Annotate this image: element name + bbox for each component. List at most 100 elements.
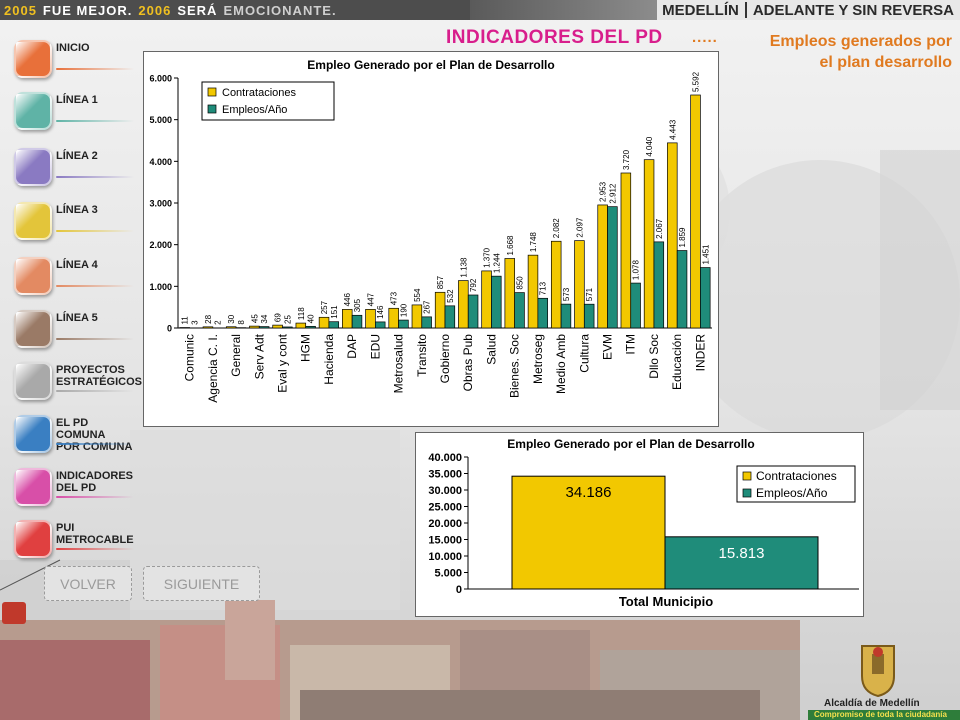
bar-empleos bbox=[351, 314, 363, 329]
data-label-contrataciones: 1.748 bbox=[529, 232, 538, 253]
menu-item-6[interactable]: PROYECTOS ESTRATÉGICOS bbox=[12, 360, 142, 404]
menu-button-icon[interactable] bbox=[14, 40, 52, 78]
category-label: Gobierno bbox=[438, 334, 452, 384]
data-label-empleos: 25 bbox=[283, 315, 292, 324]
menu-item-underline bbox=[56, 230, 134, 232]
y-tick-label: 2.000 bbox=[149, 240, 172, 250]
data-label-empleos: 571 bbox=[585, 287, 594, 301]
menu-item-label-line-1: LÍNEA 5 bbox=[56, 312, 98, 324]
data-label-contrataciones: 554 bbox=[413, 288, 422, 302]
bar-empleos bbox=[664, 536, 819, 590]
menu-item-5[interactable]: LÍNEA 5 bbox=[12, 308, 140, 352]
banner-city: MEDELLÍN bbox=[662, 1, 739, 19]
legend-label-empleos: Empleos/Año bbox=[756, 486, 828, 500]
legend-label-contrataciones: Contrataciones bbox=[756, 469, 837, 483]
menu-button-icon[interactable] bbox=[14, 202, 52, 240]
menu-item-label: LÍNEA 1 bbox=[56, 94, 98, 106]
bar-contrataciones bbox=[434, 291, 446, 329]
menu-item-label-line-1: LÍNEA 4 bbox=[56, 259, 98, 271]
bar-contrataciones bbox=[597, 204, 608, 329]
banner-text-mejor: FUE MEJOR. bbox=[42, 2, 133, 18]
banner-city-slogan: MEDELLÍN ADELANTE Y SIN REVERSA bbox=[657, 0, 960, 20]
menu-item-underline bbox=[56, 496, 134, 498]
menu-button-icon[interactable] bbox=[14, 362, 52, 400]
y-tick-label: 1.000 bbox=[149, 282, 172, 292]
menu-item-9[interactable]: PUI METROCABLE bbox=[12, 518, 140, 562]
data-label-contrataciones: 4.040 bbox=[645, 136, 654, 157]
data-label-contrataciones: 1.370 bbox=[483, 247, 492, 268]
data-label-contrataciones: 34.186 bbox=[566, 484, 612, 501]
menu-button-icon[interactable] bbox=[14, 415, 52, 453]
category-label: INDER bbox=[693, 334, 707, 372]
data-label-empleos: 34 bbox=[260, 314, 269, 323]
bar-empleos bbox=[282, 326, 293, 329]
bar-contrataciones bbox=[574, 240, 585, 329]
category-label: Comunic bbox=[183, 334, 197, 381]
data-label-contrataciones: 257 bbox=[320, 300, 329, 314]
data-label-contrataciones: 69 bbox=[274, 313, 283, 322]
menu-item-label-line-1: LÍNEA 1 bbox=[56, 94, 98, 106]
menu-item-4[interactable]: LÍNEA 4 bbox=[12, 255, 140, 299]
data-label-empleos: 532 bbox=[446, 289, 455, 303]
menu-item-label: LÍNEA 5 bbox=[56, 312, 98, 324]
menu-item-label-line-2: ESTRATÉGICOS bbox=[56, 376, 142, 388]
chart-total-municipio-svg: Empleo Generado por el Plan de Desarroll… bbox=[428, 437, 859, 609]
menu-item-0[interactable]: INICIO bbox=[12, 38, 140, 82]
menu-item-label-line-1: LÍNEA 2 bbox=[56, 150, 98, 162]
data-label-empleos: 1.451 bbox=[701, 244, 710, 265]
menu-button-icon[interactable] bbox=[14, 468, 52, 506]
menu-button-icon[interactable] bbox=[14, 310, 52, 348]
data-label-empleos: 8 bbox=[237, 320, 246, 325]
y-tick-label: 25.000 bbox=[428, 502, 462, 514]
menu-item-7[interactable]: EL PD COMUNA POR COMUNA bbox=[12, 413, 140, 457]
data-label-empleos: 40 bbox=[307, 314, 316, 323]
chart-title: Empleo Generado por el Plan de Desarroll… bbox=[307, 58, 554, 72]
menu-button-icon[interactable] bbox=[14, 520, 52, 558]
bar-empleos bbox=[258, 326, 270, 329]
bar-contrataciones bbox=[318, 316, 330, 329]
menu-item-label: PUI METROCABLE bbox=[56, 522, 134, 546]
legend-swatch-contrataciones bbox=[207, 87, 217, 97]
category-label: Hacienda bbox=[322, 334, 336, 385]
data-label-contrataciones: 11 bbox=[181, 316, 190, 325]
y-tick-label: 10.000 bbox=[428, 551, 462, 563]
next-button[interactable]: SIGUIENTE bbox=[143, 566, 260, 601]
bar-empleos bbox=[560, 303, 572, 329]
category-label: Agencia C. I. bbox=[206, 334, 220, 403]
legend-box bbox=[201, 81, 335, 121]
category-label: EVM bbox=[601, 334, 615, 360]
menu-item-8[interactable]: INDICADORES DEL PD bbox=[12, 466, 140, 510]
y-tick-label: 40.000 bbox=[428, 452, 462, 464]
menu-button-icon[interactable] bbox=[14, 92, 52, 130]
menu-item-underline bbox=[56, 443, 134, 445]
chart-title: Empleo Generado por el Plan de Desarroll… bbox=[507, 437, 754, 451]
bar-empleos bbox=[514, 292, 525, 329]
menu-button-icon[interactable] bbox=[14, 257, 52, 295]
category-label: Serv Adt bbox=[252, 333, 266, 379]
banner-right-slogan: ADELANTE Y SIN REVERSA bbox=[752, 1, 954, 19]
menu-item-3[interactable]: LÍNEA 3 bbox=[12, 200, 140, 244]
bar-empleos bbox=[305, 325, 316, 329]
menu-button-icon[interactable] bbox=[14, 148, 52, 186]
data-label-empleos: 151 bbox=[330, 305, 339, 319]
data-label-contrataciones: 473 bbox=[390, 291, 399, 305]
menu-item-underline bbox=[56, 176, 134, 178]
chart-legend: Contrataciones Empleos/Año bbox=[201, 81, 335, 121]
menu-item-2[interactable]: LÍNEA 2 bbox=[12, 146, 140, 190]
legend-swatch-empleos bbox=[742, 488, 752, 498]
banner-year-2006: 2006 bbox=[138, 2, 172, 18]
data-label-empleos: 146 bbox=[376, 305, 385, 319]
menu-item-1[interactable]: LÍNEA 1 bbox=[12, 90, 140, 134]
menu-item-label-line-1: EL PD COMUNA bbox=[56, 417, 106, 441]
bar-contrataciones bbox=[458, 280, 469, 329]
y-tick-label: 3.000 bbox=[149, 199, 172, 209]
data-label-contrataciones: 447 bbox=[366, 292, 375, 306]
bar-empleos bbox=[676, 250, 688, 329]
data-label-empleos: 1.078 bbox=[632, 260, 641, 281]
data-label-contrataciones: 28 bbox=[204, 314, 213, 323]
alcaldia-name: Alcaldía de Medellín bbox=[824, 698, 920, 709]
category-label: Eval y cont bbox=[275, 333, 289, 392]
data-label-empleos: 850 bbox=[516, 276, 525, 290]
data-label-empleos: 305 bbox=[353, 298, 362, 312]
back-button[interactable]: VOLVER bbox=[44, 566, 132, 601]
